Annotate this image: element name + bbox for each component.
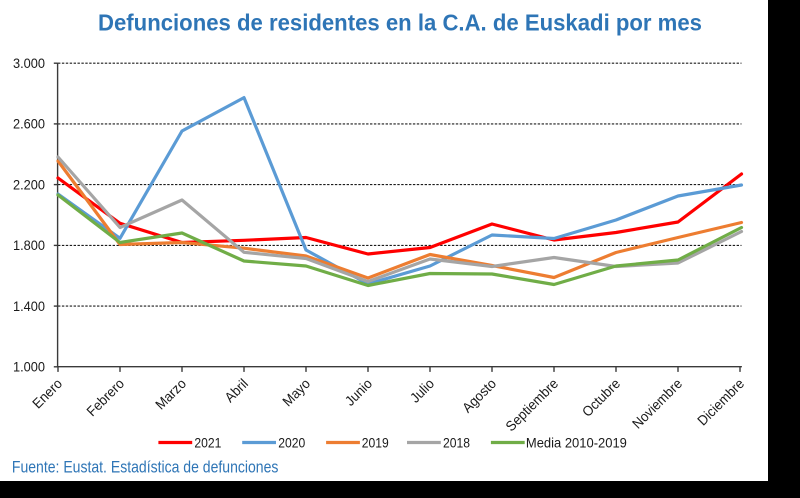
svg-text:Julio: Julio [407,375,438,406]
svg-text:Enero: Enero [29,375,65,411]
svg-text:Agosto: Agosto [459,375,499,415]
svg-text:3.000: 3.000 [13,55,45,71]
svg-text:Mayo: Mayo [279,375,313,409]
svg-text:Febrero: Febrero [83,375,127,419]
svg-text:1.800: 1.800 [13,237,45,253]
svg-text:Diciembre: Diciembre [694,375,747,428]
svg-text:2021: 2021 [194,435,221,451]
svg-text:Fuente: Eustat. Estadística de: Fuente: Eustat. Estadística de defuncion… [12,458,279,477]
svg-text:Abril: Abril [221,375,251,405]
svg-text:Septiembre: Septiembre [502,375,561,434]
svg-text:Noviembre: Noviembre [629,375,685,431]
svg-text:2.600: 2.600 [13,116,45,132]
svg-text:Octubre: Octubre [579,375,624,420]
svg-text:1.400: 1.400 [13,298,45,314]
svg-text:2019: 2019 [362,435,389,451]
svg-text:Defunciones de residentes en l: Defunciones de residentes en la C.A. de … [98,10,702,36]
svg-text:Junio: Junio [342,375,376,409]
svg-text:Media 2010-2019: Media 2010-2019 [526,435,627,451]
svg-text:2018: 2018 [443,435,470,451]
svg-text:2.200: 2.200 [13,176,45,192]
svg-text:Marzo: Marzo [152,375,189,412]
svg-text:2020: 2020 [278,435,305,451]
svg-text:1.000: 1.000 [13,359,45,375]
